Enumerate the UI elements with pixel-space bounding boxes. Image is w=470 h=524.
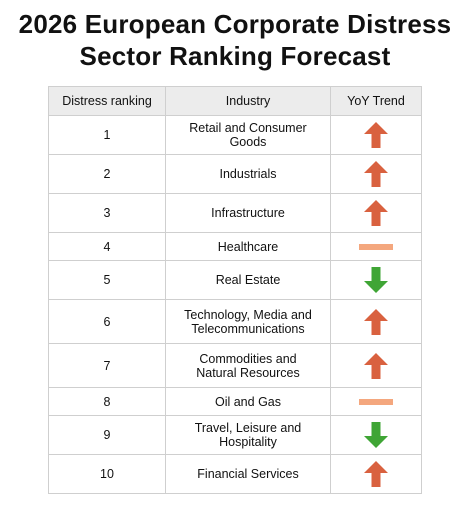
arrow-up-icon	[364, 308, 388, 335]
industry-cell: Infrastructure	[165, 193, 331, 233]
industry-label: Telecommunications	[191, 321, 305, 336]
sector-ranking-table: Distress ranking Industry YoY Trend 1 Ret…	[48, 86, 422, 494]
industry-label: Infrastructure	[211, 206, 285, 220]
arrow-down-icon	[364, 422, 388, 448]
column-header-rank: Distress ranking	[48, 86, 166, 116]
table-row: 7 Commodities and Natural Resources	[48, 343, 422, 388]
rank-cell: 3	[48, 193, 166, 233]
column-header-trend: YoY Trend	[330, 86, 422, 116]
trend-cell	[330, 154, 422, 194]
arrow-up-icon	[364, 200, 388, 226]
trend-cell	[330, 387, 422, 416]
industry-label: Retail and Consumer Goods	[189, 121, 307, 149]
arrow-up-icon	[364, 161, 388, 187]
table-row: 10 Financial Services	[48, 454, 422, 494]
trend-cell	[330, 299, 422, 344]
industry-cell: Technology, Media and Telecommunications	[165, 299, 331, 344]
trend-cell	[330, 232, 422, 261]
table-row: 6 Technology, Media and Telecommunications	[48, 299, 422, 344]
industry-cell: Healthcare	[165, 232, 331, 261]
arrow-up-icon	[364, 352, 388, 379]
industry-label: Financial Services	[197, 467, 299, 481]
industry-label: Technology, Media and	[184, 307, 312, 322]
table-row: 1 Retail and Consumer Goods	[48, 115, 422, 155]
table-row: 4 Healthcare	[48, 232, 422, 261]
industry-cell: Travel, Leisure and Hospitality	[165, 415, 331, 455]
trend-cell	[330, 415, 422, 455]
rank-cell: 7	[48, 343, 166, 388]
table-row: 5 Real Estate	[48, 260, 422, 300]
flat-dash-icon	[359, 244, 393, 251]
trend-cell	[330, 454, 422, 494]
arrow-down-icon	[364, 267, 388, 293]
industry-label: Real Estate	[215, 273, 281, 287]
trend-cell	[330, 115, 422, 155]
table-header-row: Distress ranking Industry YoY Trend	[48, 86, 422, 116]
industry-label: Natural Resources	[196, 365, 300, 380]
rank-cell: 2	[48, 154, 166, 194]
industry-cell: Real Estate	[165, 260, 331, 300]
page-title: 2026 European Corporate Distress Sector …	[0, 8, 470, 72]
title-line-2: Sector Ranking Forecast	[79, 41, 391, 71]
table-row: 8 Oil and Gas	[48, 387, 422, 416]
industry-label: Travel, Leisure and Hospitality	[194, 421, 302, 449]
rank-cell: 8	[48, 387, 166, 416]
flat-dash-icon	[359, 399, 393, 406]
rank-cell: 5	[48, 260, 166, 300]
industry-label: Healthcare	[217, 239, 279, 254]
industry-label: Commodities and	[199, 351, 297, 366]
industry-cell: Oil and Gas	[165, 387, 331, 416]
industry-cell: Retail and Consumer Goods	[165, 115, 331, 155]
trend-cell	[330, 343, 422, 388]
industry-label: Oil and Gas	[214, 394, 281, 409]
industry-cell: Financial Services	[165, 454, 331, 494]
rank-cell: 10	[48, 454, 166, 494]
table-row: 3 Infrastructure	[48, 193, 422, 233]
rank-cell: 1	[48, 115, 166, 155]
industry-cell: Commodities and Natural Resources	[165, 343, 331, 388]
trend-cell	[330, 193, 422, 233]
rank-cell: 6	[48, 299, 166, 344]
trend-cell	[330, 260, 422, 300]
column-header-industry: Industry	[165, 86, 331, 116]
rank-cell: 9	[48, 415, 166, 455]
rank-cell: 4	[48, 232, 166, 261]
arrow-up-icon	[364, 461, 388, 487]
industry-label: Industrials	[219, 167, 277, 181]
title-line-1: 2026 European Corporate Distress	[18, 9, 452, 39]
table-row: 2 Industrials	[48, 154, 422, 194]
industry-cell: Industrials	[165, 154, 331, 194]
arrow-up-icon	[364, 122, 388, 148]
table-row: 9 Travel, Leisure and Hospitality	[48, 415, 422, 455]
